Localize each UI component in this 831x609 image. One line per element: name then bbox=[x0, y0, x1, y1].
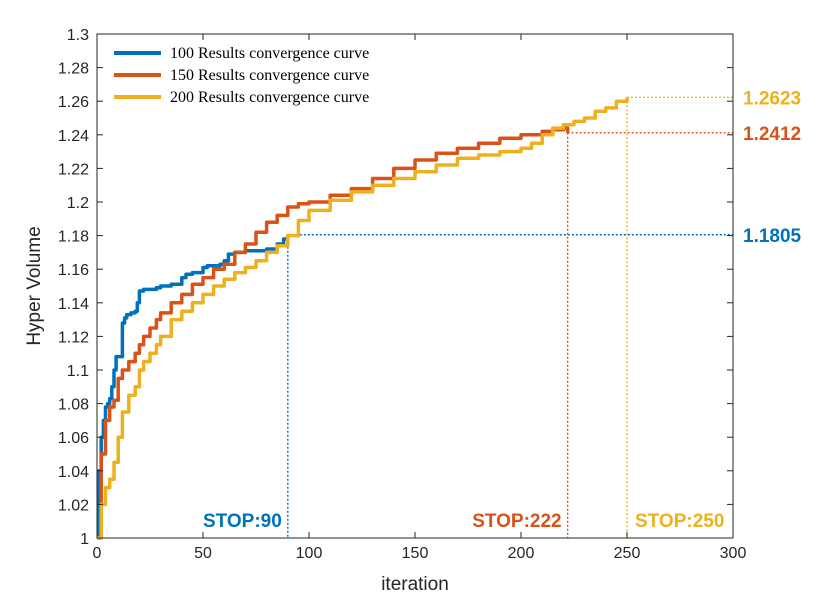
final-value-label: 1.2623 bbox=[743, 88, 801, 109]
x-tick-label: 250 bbox=[614, 545, 641, 562]
y-tick-label: 1.14 bbox=[58, 296, 89, 313]
y-tick-label: 1.1 bbox=[67, 363, 89, 380]
x-tick-label: 100 bbox=[296, 545, 323, 562]
final-value-label: 1.1805 bbox=[743, 226, 802, 247]
y-axis: 1 1.02 1.04 1.06 1.08 1.1 1.12 1.14 1.16 1.18 1.2 1… bbox=[58, 27, 733, 548]
y-tick-label: 1.18 bbox=[58, 229, 89, 246]
y-tick-label: 1.26 bbox=[58, 94, 89, 111]
y-tick-label: 1.08 bbox=[58, 397, 89, 414]
x-tick-label: 0 bbox=[93, 545, 102, 562]
legend-entry: 150 Results convergence curve bbox=[170, 67, 369, 84]
y-axis-label: Hyper Volume bbox=[24, 226, 45, 345]
y-tick-label: 1.04 bbox=[58, 464, 89, 481]
legend: 100 Results convergence curve 150 Results… bbox=[114, 45, 369, 106]
series-lines bbox=[97, 97, 629, 540]
x-axis: 0 50 100 150 200 250 300 bbox=[93, 34, 747, 562]
y-tick-label: 1 bbox=[80, 531, 89, 548]
x-axis-label: iteration bbox=[381, 574, 449, 595]
y-tick-label: 1.24 bbox=[58, 128, 89, 145]
stop-label: STOP:90 bbox=[203, 511, 282, 532]
series-line-48-pts-2 bbox=[97, 97, 629, 540]
y-tick-label: 1.22 bbox=[58, 161, 89, 178]
final-value-label: 1.2412 bbox=[743, 124, 801, 145]
legend-entry: 100 Results convergence curve bbox=[170, 45, 369, 62]
y-tick-label: 1.28 bbox=[58, 61, 89, 78]
stop-label: STOP:250 bbox=[635, 511, 724, 532]
y-tick-label: 1.06 bbox=[58, 430, 89, 447]
series-line-42-pts-1 bbox=[97, 126, 570, 540]
y-tick-label: 1.2 bbox=[67, 195, 89, 212]
x-tick-label: 200 bbox=[508, 545, 535, 562]
annotations: 1.1805 STOP:90 1.2412 STOP:222 1.2623 STOP:25… bbox=[203, 88, 802, 532]
x-tick-label: 50 bbox=[194, 545, 212, 562]
y-tick-label: 1.16 bbox=[58, 262, 89, 279]
y-tick-label: 1.3 bbox=[67, 27, 89, 44]
reference-lines bbox=[287, 96, 733, 538]
y-tick-label: 1.02 bbox=[58, 497, 89, 514]
x-tick-label: 300 bbox=[720, 545, 747, 562]
x-tick-label: 150 bbox=[402, 545, 429, 562]
stop-label: STOP:222 bbox=[472, 511, 561, 532]
y-tick-label: 1.12 bbox=[58, 329, 89, 346]
legend-entry: 200 Results convergence curve bbox=[170, 89, 369, 106]
